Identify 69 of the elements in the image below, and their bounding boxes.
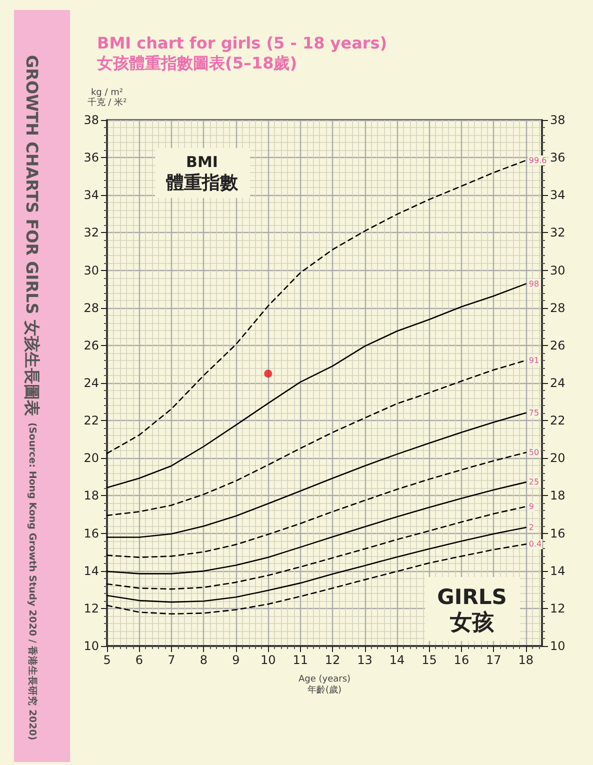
line-series bbox=[106, 506, 527, 590]
y-tick-label: 38 bbox=[84, 113, 99, 127]
y-tick-label: 34 bbox=[84, 188, 99, 202]
series-label: 98 bbox=[528, 279, 540, 288]
y2-tick-label: 28 bbox=[550, 300, 566, 315]
x-tick-label: 12 bbox=[324, 653, 340, 667]
y2-tick-label: 16 bbox=[550, 526, 566, 540]
line-series bbox=[106, 283, 527, 488]
x-tick-label: 17 bbox=[486, 653, 502, 667]
annotation: BMI bbox=[186, 153, 218, 171]
y-tick-label: 32 bbox=[84, 226, 99, 240]
x-tick-label: 7 bbox=[168, 653, 176, 667]
y-tick-label: 16 bbox=[84, 526, 99, 540]
annotation: 體重指數 bbox=[166, 172, 239, 194]
annotation: GIRLS bbox=[437, 585, 507, 609]
series-label: 0.4 bbox=[528, 540, 542, 549]
y-tick-label: 10 bbox=[84, 639, 99, 653]
x-tick-label: 18 bbox=[518, 653, 534, 667]
series-label: 50 bbox=[528, 448, 540, 458]
series-label: 9 bbox=[528, 502, 534, 512]
y2-tick-label: 12 bbox=[550, 601, 566, 616]
series-label: 75 bbox=[528, 408, 540, 418]
text: (Source: Hong Kong Growth Study 2020 / 香港生長研究 2020) bbox=[26, 422, 38, 740]
y-tick-label: 18 bbox=[84, 488, 99, 503]
y2-tick-label: 32 bbox=[550, 226, 566, 240]
y2-tick-label: 20 bbox=[550, 451, 566, 466]
y-tick-label: 22 bbox=[84, 414, 99, 428]
x-tick-label: 15 bbox=[422, 653, 437, 667]
line-series bbox=[106, 482, 527, 574]
y-tick-label: 14 bbox=[84, 564, 99, 578]
y2-tick-label: 30 bbox=[550, 263, 566, 278]
y-tick-label: 12 bbox=[84, 601, 99, 616]
x-tick-label: 9 bbox=[232, 653, 240, 667]
y-tick-label: 28 bbox=[84, 300, 99, 315]
line-series bbox=[106, 526, 527, 603]
x-tick-label: 6 bbox=[135, 653, 144, 667]
chart-title: BMI chart for girls (5 - 18 years) bbox=[97, 34, 388, 52]
x-tick-label: 14 bbox=[389, 653, 405, 667]
x-tick-label: 8 bbox=[200, 653, 208, 667]
y2-tick-label: 22 bbox=[550, 414, 566, 428]
x-tick-label: 13 bbox=[357, 653, 372, 667]
text: GROWTH CHARTS FOR GIRLS 女孩生長圖表 bbox=[22, 55, 42, 417]
y-tick-label: 36 bbox=[84, 150, 99, 165]
x-tick-label: 16 bbox=[454, 653, 470, 667]
line-series bbox=[106, 412, 527, 538]
x-axis-title: Age (years) 年齡(歲) bbox=[298, 674, 351, 696]
y-tick-label: 26 bbox=[84, 338, 99, 352]
y2-tick-label: 18 bbox=[550, 488, 566, 503]
y-tick-label: 20 bbox=[84, 451, 99, 466]
y2-tick-label: 26 bbox=[550, 338, 566, 352]
x-tick-label: 10 bbox=[260, 653, 276, 667]
x-tick-label: 5 bbox=[103, 653, 111, 667]
y2-tick-label: 38 bbox=[550, 113, 566, 127]
y2-tick-label: 14 bbox=[550, 564, 566, 578]
y-axis-title: kg / m² 千克 / 米² bbox=[87, 88, 128, 108]
y2-tick-label: 34 bbox=[550, 188, 566, 202]
chart-subtitle: 女孩體重指數圖表(5–18歲) bbox=[96, 54, 298, 72]
y2-tick-label: 36 bbox=[550, 150, 566, 165]
y-tick-label: 30 bbox=[84, 263, 99, 278]
y-tick-label: 24 bbox=[84, 376, 99, 390]
series-label: 2 bbox=[528, 522, 534, 532]
series-label: 91 bbox=[528, 356, 540, 365]
y2-tick-label: 24 bbox=[550, 376, 566, 390]
annotation: 女孩 bbox=[449, 610, 494, 636]
x-tick-label: 11 bbox=[292, 653, 308, 667]
series-label: 99.6 bbox=[528, 156, 547, 165]
line-series bbox=[106, 452, 527, 558]
series-label: 25 bbox=[528, 478, 540, 487]
y2-tick-label: 10 bbox=[550, 639, 566, 653]
